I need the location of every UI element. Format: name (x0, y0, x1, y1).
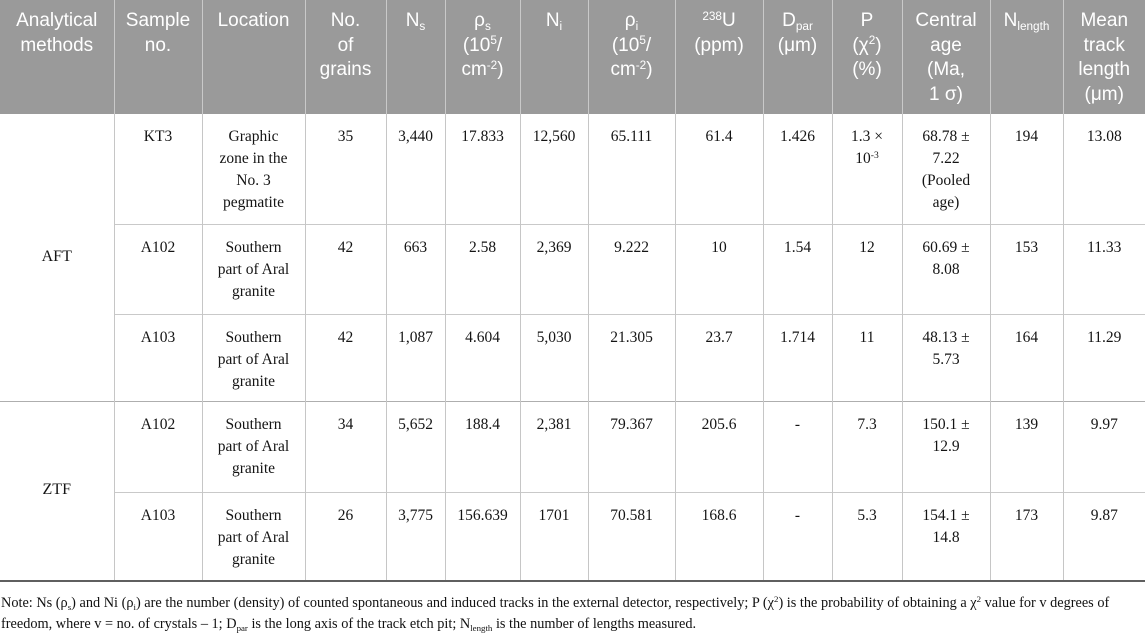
cell-n-length: 153 (989, 223, 1063, 314)
cell-sample-no: A102 (113, 223, 202, 314)
fission-track-data-table: Analytical methods Sample no. Location No.… (0, 0, 1145, 582)
column-header-n-length: Nlength (989, 0, 1063, 114)
cell-mean-track-length: 11.29 (1062, 313, 1145, 401)
cell-mean-track-length: 9.87 (1062, 491, 1145, 581)
cell-rho-i: 21.305 (587, 313, 675, 401)
cell-location: Southern part of Aral granite (201, 491, 305, 581)
cell-no-of-grains: 42 (304, 313, 386, 401)
cell-location: Southern part of Aral granite (201, 400, 305, 492)
cell-sample-no: KT3 (113, 114, 202, 224)
cell-d-par: - (762, 491, 832, 581)
cell-ni: 2,369 (519, 223, 588, 314)
column-header-no-of-grains: No. of grains (304, 0, 386, 114)
cell-mean-track-length: 13.08 (1062, 114, 1145, 224)
cell-ns: 3,440 (385, 114, 445, 224)
cell-sample-no: A103 (113, 313, 202, 401)
cell-mean-track-length: 11.33 (1062, 223, 1145, 314)
cell-p-chi2: 12 (831, 223, 902, 314)
column-header-location: Location (201, 0, 305, 114)
cell-d-par: 1.426 (762, 114, 832, 224)
header-row: Analytical methods Sample no. Location No.… (0, 0, 1145, 114)
cell-ns: 5,652 (385, 400, 445, 492)
table-row: ZTF A102 Southern part of Aral granite 34 5,65… (0, 400, 1145, 581)
cell-rho-s: 4.604 (444, 313, 520, 401)
table-note: Note: Ns (ρs) and Ni (ρi) are the number… (1, 594, 1110, 634)
column-header-p-chi2: P (χ2) (%) (831, 0, 902, 114)
cell-u-238: 23.7 (674, 313, 763, 401)
cell-no-of-grains: 35 (304, 114, 386, 224)
cell-n-length: 164 (989, 313, 1063, 401)
cell-rho-s: 2.58 (444, 223, 520, 314)
cell-ni: 12,560 (519, 114, 588, 224)
cell-ns: 3,775 (385, 491, 445, 581)
cell-central-age: 48.13 ±5.73 (901, 313, 990, 401)
cell-p-chi2: 1.3 × 10-3 (831, 114, 902, 224)
table-header: Analytical methods Sample no. Location No.… (0, 0, 1145, 114)
table-row: AFT KT3 Graphic zone in the No. 3 pegmatite 35… (0, 114, 1145, 401)
column-header-sample-no: Sample no. (113, 0, 202, 114)
cell-central-age: 60.69 ±8.08 (901, 223, 990, 314)
cell-no-of-grains: 42 (304, 223, 386, 314)
cell-central-age: 68.78 ±7.22 (Pooled age) (901, 114, 990, 224)
cell-n-length: 194 (989, 114, 1063, 224)
column-header-ni: Ni (519, 0, 588, 114)
cell-p-chi2: 5.3 (831, 491, 902, 581)
cell-n-length: 139 (989, 400, 1063, 492)
cell-rho-i: 79.367 (587, 400, 675, 492)
cell-d-par: 1.714 (762, 313, 832, 401)
cell-p-chi2: 11 (831, 313, 902, 401)
cell-u-238: 205.6 (674, 400, 763, 492)
column-header-analytical-methods: Analytical methods (0, 0, 114, 114)
column-header-rho-i: ρi (105/cm-2) (587, 0, 675, 114)
cell-rho-s: 188.4 (444, 400, 520, 492)
cell-ns: 663 (385, 223, 445, 314)
cell-rho-i: 9.222 (587, 223, 675, 314)
cell-central-age: 150.1 ±12.9 (901, 400, 990, 492)
cell-n-length: 173 (989, 491, 1063, 581)
column-header-u-238: 238U (ppm) (674, 0, 763, 114)
table-row: A102 Southern part of Aral granite 42 663 2.58… (0, 223, 1145, 314)
cell-d-par: - (762, 400, 832, 492)
cell-no-of-grains: 26 (304, 491, 386, 581)
cell-u-238: 61.4 (674, 114, 763, 224)
table-row: A103 Southern part of Aral granite 26 3,775 15… (0, 491, 1145, 581)
cell-rho-i: 65.111 (587, 114, 675, 224)
analytical-method-cell: AFT (0, 114, 114, 401)
cell-central-age: 154.1 ±14.8 (901, 491, 990, 581)
cell-ni: 1701 (519, 491, 588, 581)
cell-location: Southern part of Aral granite (201, 313, 305, 401)
cell-u-238: 168.6 (674, 491, 763, 581)
cell-u-238: 10 (674, 223, 763, 314)
cell-rho-i: 70.581 (587, 491, 675, 581)
cell-d-par: 1.54 (762, 223, 832, 314)
cell-ni: 2,381 (519, 400, 588, 492)
column-header-d-par: Dpar (μm) (762, 0, 832, 114)
cell-mean-track-length: 9.97 (1062, 400, 1145, 492)
cell-ns: 1,087 (385, 313, 445, 401)
cell-location: Graphic zone in the No. 3 pegmatite (201, 114, 305, 224)
cell-ni: 5,030 (519, 313, 588, 401)
column-header-ns: Ns (385, 0, 445, 114)
cell-sample-no: A103 (113, 491, 202, 581)
cell-location: Southern part of Aral granite (201, 223, 305, 314)
column-header-central-age: Central age (Ma, 1 σ) (901, 0, 990, 114)
cell-rho-s: 17.833 (444, 114, 520, 224)
cell-sample-no: A102 (113, 400, 202, 492)
table-body: AFT KT3 Graphic zone in the No. 3 pegmatite 35… (0, 114, 1145, 581)
cell-p-chi2: 7.3 (831, 400, 902, 492)
column-header-mean-track-length: Mean track length (μm) (1062, 0, 1145, 114)
column-header-rho-s: ρs (105/cm-2) (444, 0, 520, 114)
cell-rho-s: 156.639 (444, 491, 520, 581)
analytical-method-cell: ZTF (0, 400, 114, 581)
cell-no-of-grains: 34 (304, 400, 386, 492)
table-row: A103 Southern part of Aral granite 42 1,087 4.… (0, 313, 1145, 401)
